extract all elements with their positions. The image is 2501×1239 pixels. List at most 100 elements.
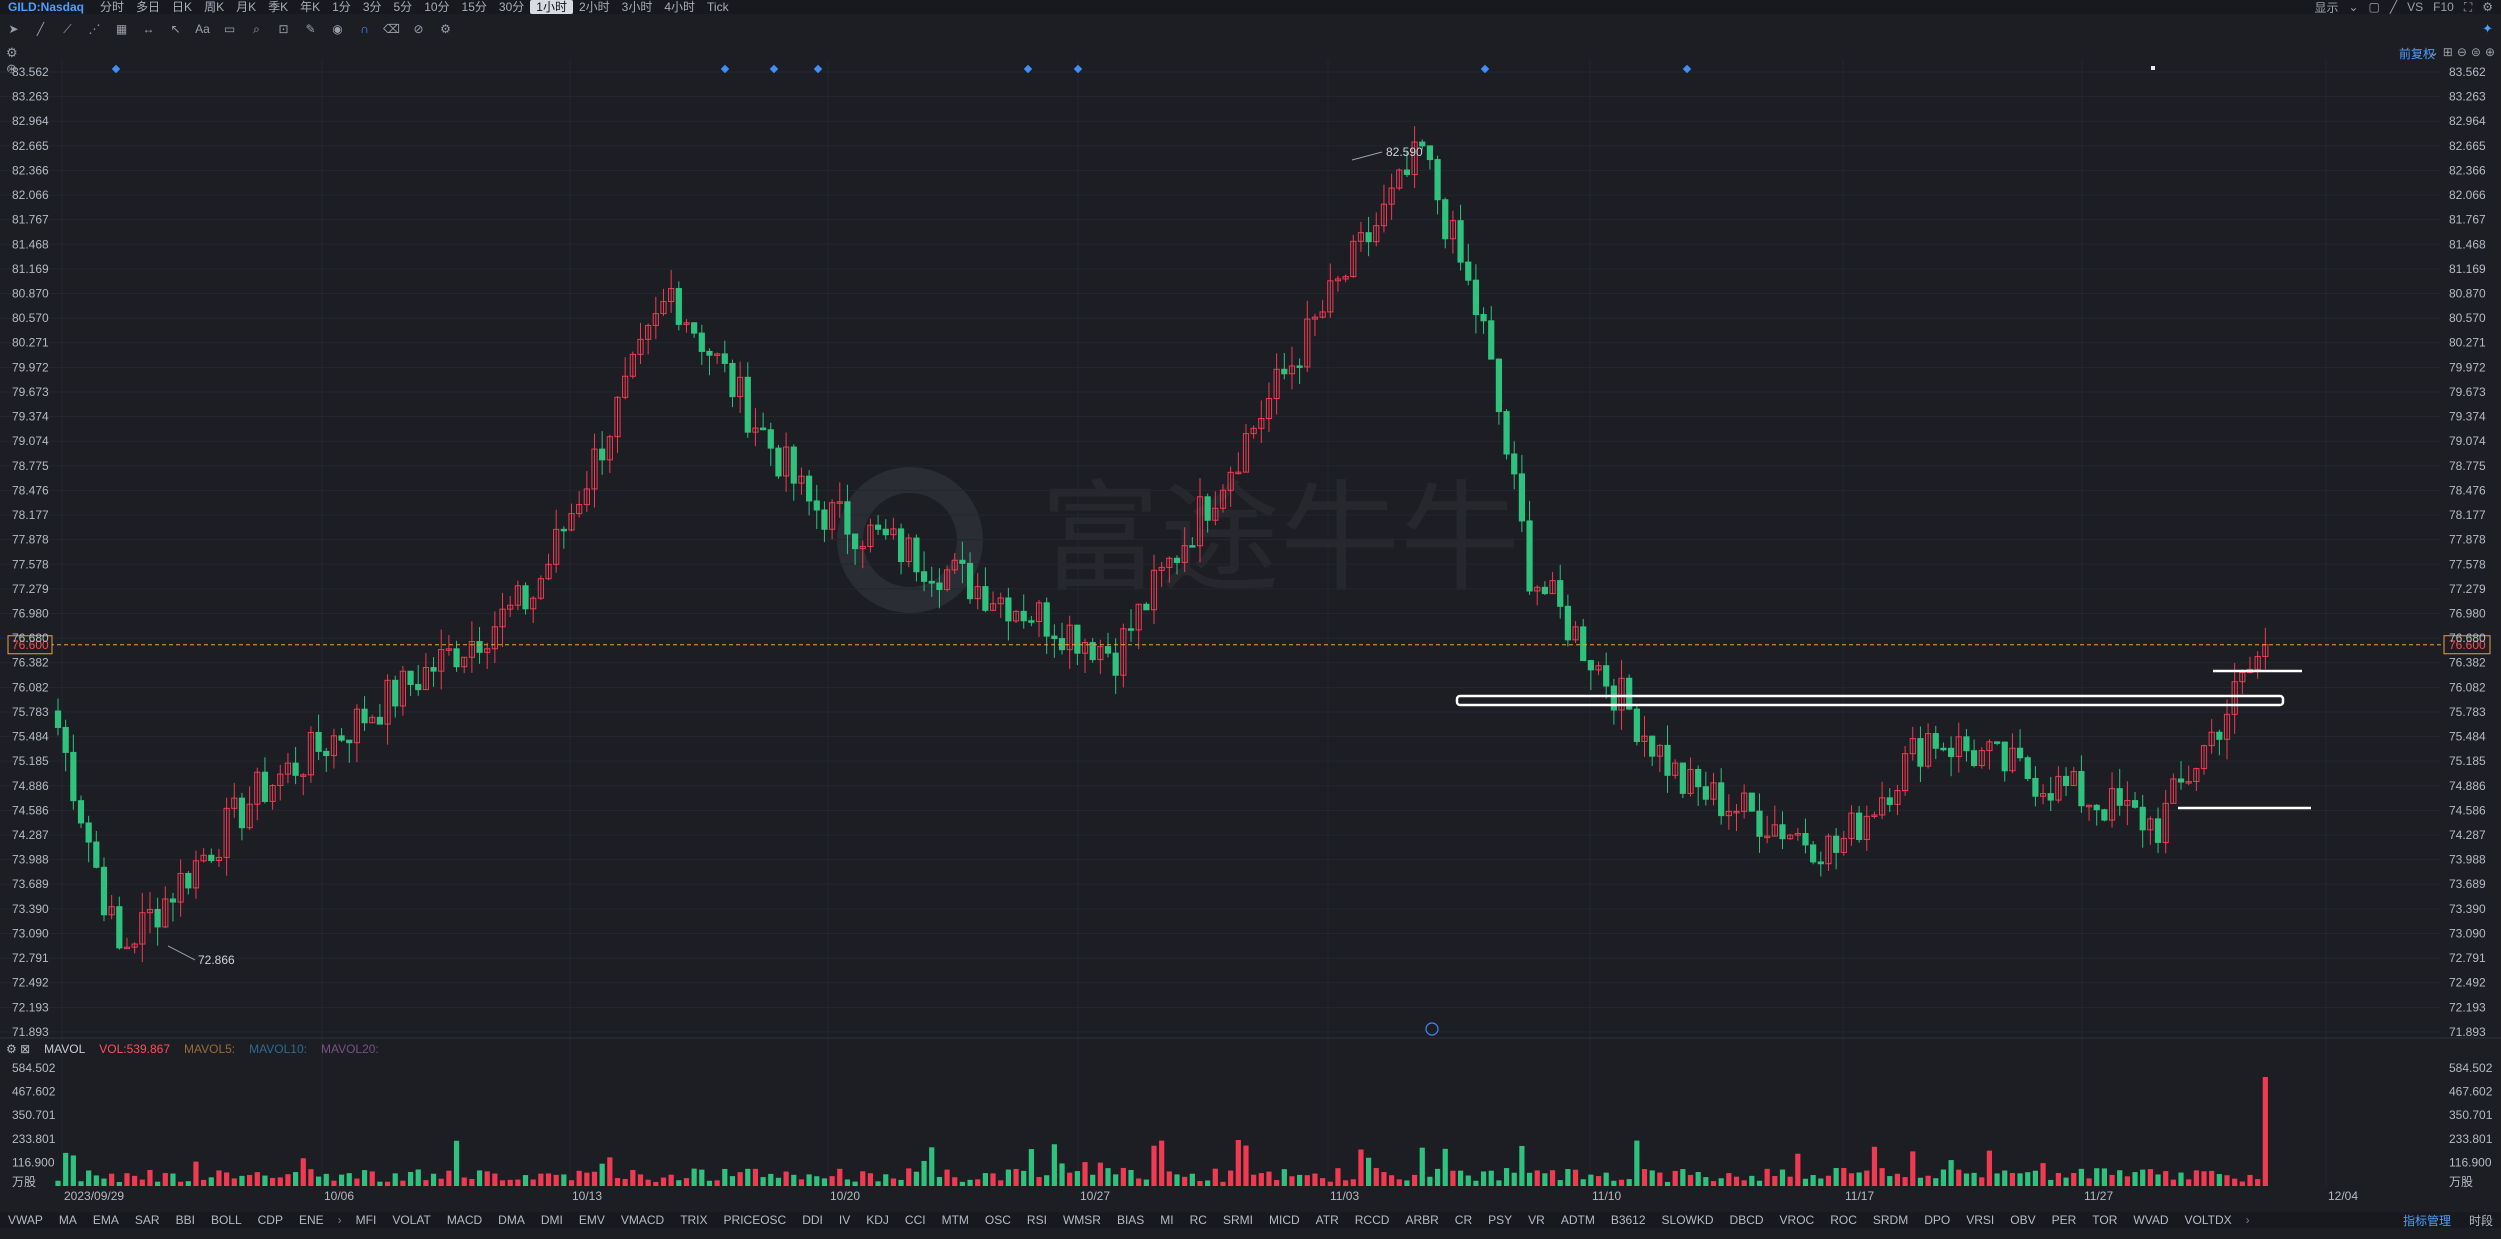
indicator-tab-vmacd[interactable]: VMACD bbox=[620, 1213, 665, 1227]
chart-settings-icon[interactable]: ⚙ ⊛ bbox=[6, 45, 18, 76]
indicator-tab-per[interactable]: PER bbox=[2051, 1213, 2077, 1227]
indicator-tab-vroc[interactable]: VROC bbox=[1779, 1213, 1815, 1227]
line-tool-icon[interactable]: ╱ bbox=[36, 22, 45, 36]
indicator-tab-bbi[interactable]: BBI bbox=[175, 1213, 195, 1227]
indicator-tab-mi[interactable]: MI bbox=[1160, 1213, 1174, 1227]
eye-icon[interactable]: ◉ bbox=[332, 22, 343, 36]
indicator-tab-dma[interactable]: DMA bbox=[498, 1213, 525, 1227]
trash-icon[interactable]: ⌫ bbox=[383, 22, 400, 36]
indicator-tab-roc[interactable]: ROC bbox=[1830, 1213, 1857, 1227]
f10-button[interactable]: F10 bbox=[2433, 0, 2454, 14]
volume-indicator-name[interactable]: MAVOL bbox=[44, 1042, 86, 1056]
indicator-tab-vrsi[interactable]: VRSI bbox=[1966, 1213, 1995, 1227]
indicator-tab-ema[interactable]: EMA bbox=[92, 1213, 119, 1227]
plus-icon[interactable]: ⊕ bbox=[2484, 45, 2495, 59]
indicator-tab-cr[interactable]: CR bbox=[1454, 1213, 1473, 1227]
period-tab[interactable]: 5分 bbox=[393, 0, 413, 14]
indicator-tab-adtm[interactable]: ADTM bbox=[1560, 1213, 1595, 1227]
comment-tool-icon[interactable]: ▭ bbox=[223, 22, 236, 36]
grid-tool-icon[interactable]: ▦ bbox=[115, 22, 128, 36]
indicator-tab-rccd[interactable]: RCCD bbox=[1354, 1213, 1390, 1227]
indicator-tab-boll[interactable]: BOLL bbox=[210, 1213, 242, 1227]
indicator-tab-bias[interactable]: BIAS bbox=[1116, 1213, 1145, 1227]
indicator-tab-wmsr[interactable]: WMSR bbox=[1062, 1213, 1101, 1227]
arrow-tool-icon[interactable]: ↖ bbox=[170, 22, 181, 36]
indicator-tab-dpo[interactable]: DPO bbox=[1924, 1213, 1951, 1227]
indicator-tab-rc[interactable]: RC bbox=[1189, 1213, 1207, 1227]
period-tab[interactable]: 15分 bbox=[461, 0, 487, 14]
indicator-tab-atr[interactable]: ATR bbox=[1315, 1213, 1339, 1227]
indicator-tab-mfi[interactable]: MFI bbox=[355, 1213, 377, 1227]
chevron-right-icon[interactable]: › bbox=[2245, 1213, 2250, 1227]
price-adjust-selector[interactable]: 前复权 bbox=[2398, 47, 2435, 61]
period-tab[interactable]: 日K bbox=[172, 0, 193, 14]
indicator-tab-ene[interactable]: ENE bbox=[298, 1213, 324, 1227]
measure-tool-icon[interactable]: ↔ bbox=[142, 22, 155, 36]
indicator-tab-wvad[interactable]: WVAD bbox=[2133, 1213, 2169, 1227]
period-tab[interactable]: 多日 bbox=[136, 0, 161, 14]
vs-button[interactable]: VS bbox=[2407, 0, 2424, 14]
chevron-right-icon[interactable]: › bbox=[337, 1213, 342, 1227]
pen-tool-icon[interactable]: ✎ bbox=[305, 22, 316, 36]
indicator-tab-cdp[interactable]: CDP bbox=[257, 1213, 283, 1227]
indicator-tab-slowkd[interactable]: SLOWKD bbox=[1661, 1213, 1714, 1227]
indicator-tab-mtm[interactable]: MTM bbox=[941, 1213, 969, 1227]
indicator-manage-button[interactable]: 指标管理 bbox=[2402, 1213, 2451, 1228]
indicator-tab-srdm[interactable]: SRDM bbox=[1872, 1213, 1909, 1227]
period-tab[interactable]: 1小时 bbox=[530, 0, 573, 14]
period-tab[interactable]: 月K bbox=[236, 0, 257, 14]
draw-icon[interactable]: ╱ bbox=[2389, 0, 2398, 14]
indicator-tab-dmi[interactable]: DMI bbox=[540, 1213, 563, 1227]
period-tab[interactable]: 季K bbox=[268, 0, 289, 14]
indicator-tab-voltdx[interactable]: VOLTDX bbox=[2184, 1213, 2232, 1227]
indicator-tab-tor[interactable]: TOR bbox=[2092, 1213, 2118, 1227]
session-button[interactable]: 时段 bbox=[2468, 1213, 2493, 1228]
compare-icon[interactable]: ⊞ bbox=[2442, 45, 2453, 59]
period-tab[interactable]: 3分 bbox=[362, 0, 382, 14]
indicator-tab-macd[interactable]: MACD bbox=[446, 1213, 483, 1227]
settings-icon[interactable]: ⚙ bbox=[2482, 0, 2493, 14]
minus-icon[interactable]: ⊖ bbox=[2456, 45, 2467, 59]
period-tab[interactable]: 3小时 bbox=[621, 0, 653, 14]
indicator-tab-cci[interactable]: CCI bbox=[904, 1213, 926, 1227]
period-tab[interactable]: 30分 bbox=[498, 0, 525, 14]
symbol-label[interactable]: GILD:Nasdaq bbox=[8, 0, 85, 14]
indicator-tab-vr[interactable]: VR bbox=[1528, 1213, 1545, 1227]
channel-tool-icon[interactable]: ⋰ bbox=[88, 22, 101, 36]
period-tab[interactable]: Tick bbox=[707, 0, 729, 14]
text-tool-icon[interactable]: Aa bbox=[195, 22, 210, 36]
indicator-tab-sar[interactable]: SAR bbox=[134, 1213, 160, 1227]
chevron-down-icon[interactable]: ⌄ bbox=[2348, 0, 2359, 14]
chevron-down-icon[interactable]: ⌄ bbox=[2428, 45, 2439, 59]
layout-icon[interactable]: ▢ bbox=[2368, 0, 2380, 14]
indicator-tab-emv[interactable]: EMV bbox=[578, 1213, 605, 1227]
lock-tool-icon[interactable]: ⊡ bbox=[278, 22, 289, 36]
period-tab[interactable]: 2小时 bbox=[578, 0, 610, 14]
indicator-tab-osc[interactable]: OSC bbox=[984, 1213, 1011, 1227]
indicator-tab-rsi[interactable]: RSI bbox=[1026, 1213, 1047, 1227]
reset-icon[interactable]: ⊜ bbox=[2470, 45, 2481, 59]
fullscreen-icon[interactable]: ⛶ bbox=[2463, 0, 2473, 14]
period-tab[interactable]: 10分 bbox=[424, 0, 450, 14]
indicator-tab-b3612[interactable]: B3612 bbox=[1610, 1213, 1646, 1227]
indicator-tab-arbr[interactable]: ARBR bbox=[1405, 1213, 1439, 1227]
period-tab[interactable]: 分时 bbox=[100, 0, 125, 14]
indicator-tab-dbcd[interactable]: DBCD bbox=[1729, 1213, 1764, 1227]
indicator-tab-ddi[interactable]: DDI bbox=[802, 1213, 823, 1227]
volume-settings-icon[interactable]: ⚙ ⊠ bbox=[6, 1042, 31, 1056]
indicator-tab-ma[interactable]: MA bbox=[58, 1213, 77, 1227]
indicator-tab-micd[interactable]: MICD bbox=[1268, 1213, 1300, 1227]
indicator-tab-iv[interactable]: IV bbox=[838, 1213, 851, 1227]
period-tab[interactable]: 1分 bbox=[332, 0, 351, 14]
indicator-tab-trix[interactable]: TRIX bbox=[680, 1213, 708, 1227]
ray-tool-icon[interactable]: ⟋ bbox=[63, 21, 72, 36]
period-tab[interactable]: 4小时 bbox=[664, 0, 696, 14]
indicator-tab-obv[interactable]: OBV bbox=[2010, 1213, 2036, 1227]
indicator-tab-volat[interactable]: VOLAT bbox=[392, 1213, 431, 1227]
period-tab[interactable]: 周K bbox=[204, 0, 225, 14]
zoom-tool-icon[interactable]: ⌕ bbox=[253, 21, 260, 36]
indicator-tab-vwap[interactable]: VWAP bbox=[8, 1213, 43, 1227]
indicator-tab-srmi[interactable]: SRMI bbox=[1222, 1213, 1253, 1227]
period-tab[interactable]: 年K bbox=[300, 0, 321, 14]
indicator-tab-priceosc[interactable]: PRICEOSC bbox=[723, 1213, 787, 1227]
